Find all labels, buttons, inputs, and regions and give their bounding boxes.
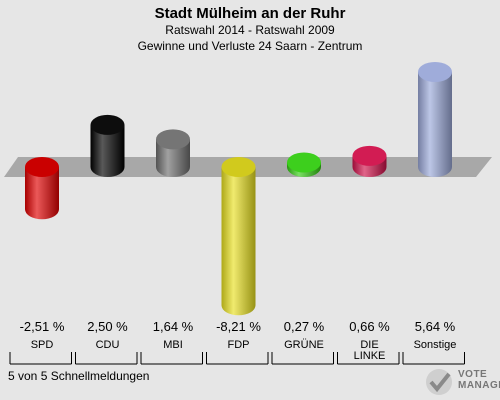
bar-top-cap: [418, 62, 452, 82]
category-label: DIE: [360, 339, 378, 351]
logo-line-1: VOTE: [458, 369, 488, 380]
value-label: 1,64 %: [153, 319, 194, 334]
category-label: GRÜNE: [284, 339, 324, 351]
bar-sonstige: [418, 72, 452, 167]
chart-title: Stadt Mülheim an der Ruhr: [154, 5, 346, 22]
chart-description: Gewinne und Verluste 24 Saarn - Zentrum: [137, 39, 363, 53]
bar-top-cap: [352, 145, 387, 166]
report-status: 5 von 5 Schnellmeldungen: [8, 369, 150, 383]
category-label: LINKE: [354, 350, 386, 362]
category-label: MBI: [163, 339, 183, 351]
chart-subtitle: Ratswahl 2014 - Ratswahl 2009: [165, 23, 335, 37]
bar-fdp: [221, 167, 256, 306]
value-label: 0,27 %: [284, 319, 325, 334]
value-label: 5,64 %: [415, 319, 456, 334]
value-label: -2,51 %: [20, 319, 65, 334]
category-label: SPD: [31, 339, 54, 351]
category-label: Sonstige: [414, 339, 457, 351]
bar-bottom-cap: [221, 295, 256, 316]
category-label: FDP: [228, 339, 250, 351]
value-label: 2,50 %: [87, 319, 128, 334]
bar-bottom-cap: [156, 157, 190, 177]
votemanager-logo-text: VOTE MANAGER: [458, 369, 500, 391]
votemanager-logo-icon: [426, 369, 452, 395]
bar-top-cap: [221, 157, 256, 177]
logo-line-2: MANAGER: [458, 380, 500, 391]
bar-top-cap: [25, 157, 59, 177]
bar-top-cap: [156, 129, 190, 150]
bar-top-cap: [90, 114, 125, 135]
bar-top-cap: [287, 152, 321, 173]
bar-bottom-cap: [90, 157, 125, 177]
bar-bottom-cap: [25, 199, 59, 220]
value-label: -8,21 %: [216, 319, 261, 334]
value-label: 0,66 %: [349, 319, 390, 334]
category-label: CDU: [96, 339, 120, 351]
bar-bottom-cap: [418, 157, 452, 177]
